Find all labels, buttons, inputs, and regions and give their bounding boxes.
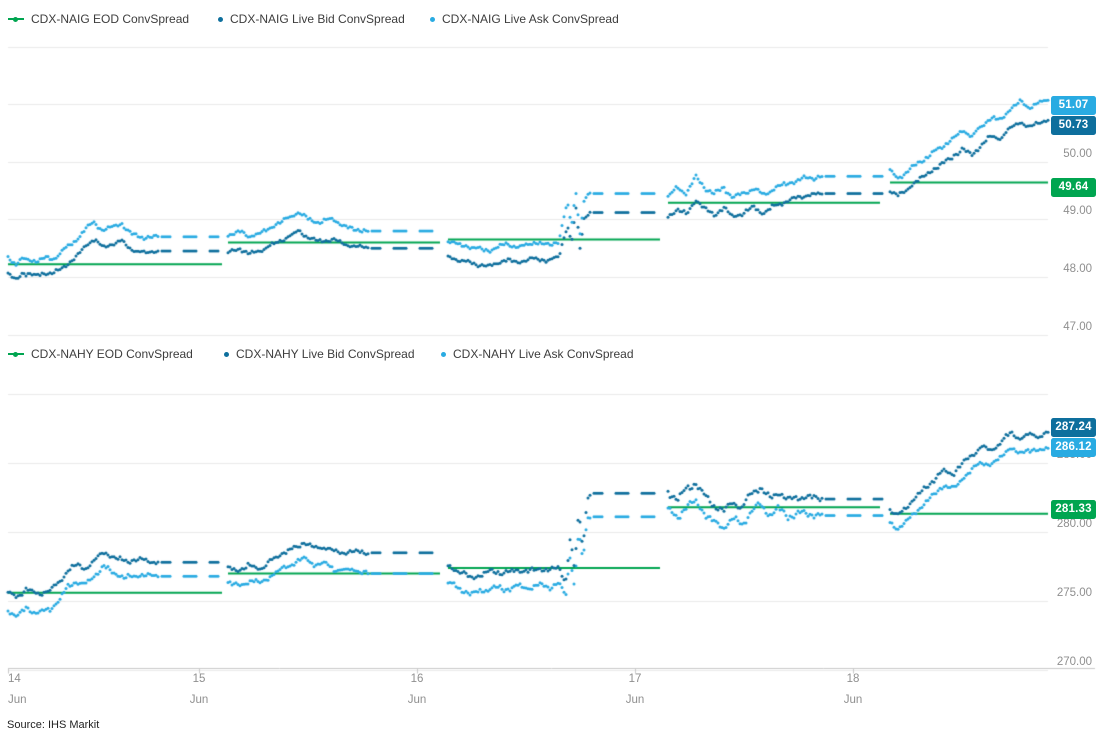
legend-item-naig-ask[interactable]: CDX-NAIG Live Ask ConvSpread bbox=[430, 10, 619, 28]
date-month: Jun bbox=[189, 694, 209, 706]
bid-value-badge: 50.73 bbox=[1051, 116, 1096, 136]
date-day: 18 bbox=[846, 673, 860, 685]
ask-dot-marker-icon bbox=[430, 16, 435, 22]
legend-label: CDX-NAHY EOD ConvSpread bbox=[31, 347, 193, 361]
date-day: 15 bbox=[192, 673, 206, 685]
legend-item-naig-eod[interactable]: CDX-NAIG EOD ConvSpread bbox=[8, 10, 189, 28]
y-axis-label: 47.00 bbox=[1063, 320, 1092, 333]
date-month: Jun bbox=[8, 694, 27, 706]
ask-value-badge: 51.07 bbox=[1051, 95, 1096, 115]
date-month: Jun bbox=[625, 694, 645, 706]
x-axis-date-label: 17 Jun bbox=[615, 673, 655, 707]
date-month: Jun bbox=[843, 694, 863, 706]
x-axis-date-label: 16 Jun bbox=[397, 673, 437, 707]
bid-dot-marker-icon bbox=[218, 16, 223, 22]
eod-value-badge: 49.64 bbox=[1051, 178, 1096, 198]
legend-item-nahy-bid[interactable]: CDX-NAHY Live Bid ConvSpread bbox=[224, 345, 415, 363]
ask-value-badge: 286.12 bbox=[1051, 438, 1096, 458]
eod-value-badge: 281.33 bbox=[1051, 500, 1096, 520]
y-axis-label: 50.00 bbox=[1063, 147, 1092, 160]
x-axis-date-label: 15 Jun bbox=[179, 673, 219, 707]
legend-label: CDX-NAHY Live Bid ConvSpread bbox=[236, 347, 415, 361]
naig-legend: CDX-NAIG EOD ConvSpread CDX-NAIG Live Bi… bbox=[0, 10, 1103, 28]
legend-label: CDX-NAHY Live Ask ConvSpread bbox=[453, 347, 634, 361]
date-month: Jun bbox=[407, 694, 427, 706]
legend-item-nahy-ask[interactable]: CDX-NAHY Live Ask ConvSpread bbox=[441, 345, 634, 363]
x-axis-date-label: 18 Jun bbox=[833, 673, 873, 707]
y-axis-label: 48.00 bbox=[1063, 262, 1092, 275]
eod-line-marker-icon bbox=[8, 351, 24, 357]
y-axis-label: 275.00 bbox=[1056, 587, 1092, 599]
legend-item-nahy-eod[interactable]: CDX-NAHY EOD ConvSpread bbox=[8, 345, 193, 363]
y-axis-label: 270.00 bbox=[1056, 656, 1092, 668]
bid-dot-marker-icon bbox=[224, 351, 229, 357]
legend-item-naig-bid[interactable]: CDX-NAIG Live Bid ConvSpread bbox=[218, 10, 405, 28]
legend-label: CDX-NAIG Live Bid ConvSpread bbox=[230, 12, 405, 26]
source-attribution: Source: IHS Markit bbox=[7, 719, 100, 731]
legend-label: CDX-NAIG EOD ConvSpread bbox=[31, 12, 190, 26]
x-axis-date-label: 14 Jun bbox=[8, 673, 48, 707]
y-axis-label: 49.00 bbox=[1063, 205, 1092, 218]
y-axis-label: 280.00 bbox=[1056, 518, 1092, 530]
date-day: 17 bbox=[628, 673, 642, 685]
eod-line-marker-icon bbox=[8, 16, 24, 22]
bid-value-badge: 287.24 bbox=[1051, 417, 1096, 437]
ask-dot-marker-icon bbox=[441, 351, 446, 357]
nahy-legend: CDX-NAHY EOD ConvSpread CDX-NAHY Live Bi… bbox=[0, 345, 1103, 363]
legend-label: CDX-NAIG Live Ask ConvSpread bbox=[442, 12, 619, 26]
date-day: 16 bbox=[410, 673, 424, 685]
date-day: 14 bbox=[8, 673, 21, 685]
